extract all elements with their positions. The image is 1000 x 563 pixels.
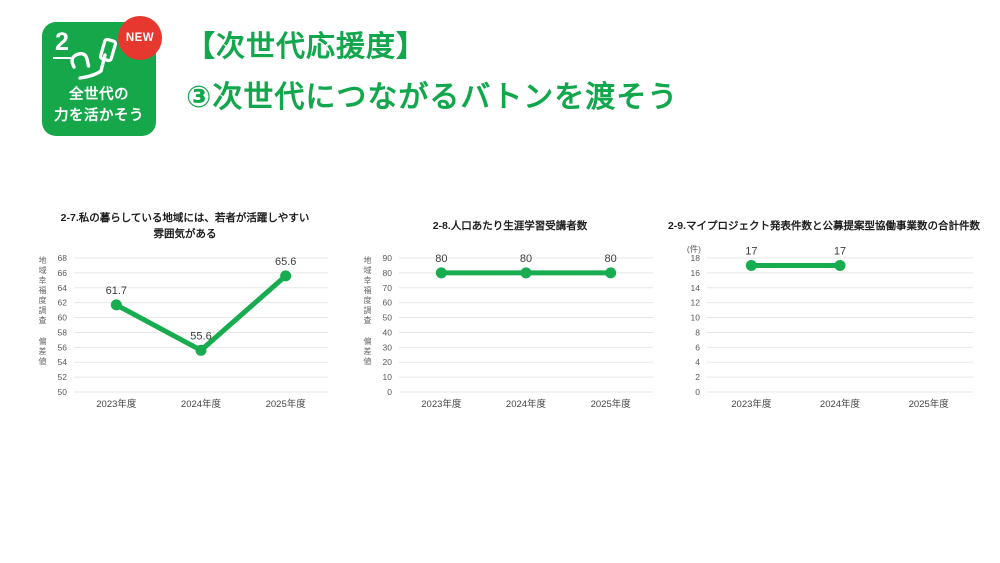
data-label: 80 <box>520 253 532 265</box>
svg-text:2025年度: 2025年度 <box>591 398 632 410</box>
data-label: 80 <box>605 253 617 265</box>
chart-lifelong-learning: 2-8.人口あたり生涯学習受講者数 地域幸福度調査 偏差値 0 10 20 30 40 5… <box>355 208 665 416</box>
data-labels: 17 17 <box>745 245 846 257</box>
x-tick-labels: 2023年度 2024年度 2025年度 <box>96 398 306 410</box>
chart-title: 2-9.マイプロジェクト発表件数と公募提案型協働事業数の合計件数 <box>663 208 985 244</box>
data-points <box>745 259 846 271</box>
data-point <box>834 259 846 271</box>
data-point <box>435 267 447 279</box>
svg-text:70: 70 <box>383 283 393 293</box>
badge-caption-line2: 力を活かそう <box>54 107 144 124</box>
data-label: 17 <box>834 245 846 257</box>
svg-text:16: 16 <box>691 268 701 278</box>
data-label: 65.6 <box>275 256 296 268</box>
badge-number: 2 <box>53 30 71 59</box>
x-tick-labels: 2023年度 2024年度 2025年度 <box>731 398 949 410</box>
svg-text:60: 60 <box>58 313 68 323</box>
chart-title-line: 雰囲気がある <box>153 228 217 240</box>
page-title: 【次世代応援度】 ③次世代につながるバトンを渡そう <box>186 33 678 113</box>
svg-text:2024年度: 2024年度 <box>181 398 222 410</box>
y-axis-label: 地域幸福度調査 偏差値 <box>363 256 372 367</box>
goal-badge: 2 全世代の 力を活かそう NEW <box>42 16 162 136</box>
badge-caption: 全世代の 力を活かそう <box>42 85 156 126</box>
data-points <box>110 270 292 356</box>
gridlines <box>74 257 328 393</box>
svg-text:10: 10 <box>691 313 701 323</box>
new-badge: NEW <box>118 16 162 60</box>
svg-text:12: 12 <box>691 298 701 308</box>
chart-title-line: 2-9.マイプロジェクト発表件数と公募提案型協働事業数の合計件数 <box>667 219 981 232</box>
svg-text:68: 68 <box>58 253 68 263</box>
svg-text:2025年度: 2025年度 <box>909 398 950 410</box>
y-tick-labels: 50 52 54 56 58 60 62 64 66 68 <box>58 253 68 397</box>
svg-text:58: 58 <box>58 327 68 337</box>
y-axis-label: 地域幸福度調査 偏差値 <box>38 256 47 367</box>
chart-my-project-count: 2-9.マイプロジェクト発表件数と公募提案型協働事業数の合計件数 0 2 4 6 8 10… <box>663 208 985 416</box>
svg-text:62: 62 <box>58 298 68 308</box>
chart-title-line: 2-8.人口あたり生涯学習受講者数 <box>432 219 588 232</box>
y-axis-unit-label: (件) <box>687 244 701 254</box>
data-labels: 61.7 55.6 65.6 <box>106 256 297 342</box>
chart-title-line: 2-7.私の暮らしている地域には、若者が活躍しやすい <box>60 211 310 224</box>
svg-text:14: 14 <box>691 283 701 293</box>
svg-text:30: 30 <box>383 342 393 352</box>
svg-text:8: 8 <box>695 327 700 337</box>
data-label: 55.6 <box>190 330 211 342</box>
chart-canvas: 50 52 54 56 58 60 62 64 66 68 2023年度 2024年度 2025年度 61… <box>58 253 328 410</box>
svg-text:50: 50 <box>383 313 393 323</box>
data-point <box>605 267 617 279</box>
data-points <box>435 267 617 279</box>
svg-text:64: 64 <box>58 283 68 293</box>
svg-text:20: 20 <box>383 357 393 367</box>
svg-text:2025年度: 2025年度 <box>266 398 307 410</box>
svg-text:0: 0 <box>695 387 700 397</box>
svg-text:50: 50 <box>58 387 68 397</box>
svg-text:56: 56 <box>58 342 68 352</box>
svg-text:2023年度: 2023年度 <box>731 398 772 410</box>
x-tick-labels: 2023年度 2024年度 2025年度 <box>421 398 631 410</box>
svg-text:4: 4 <box>695 357 700 367</box>
svg-text:2024年度: 2024年度 <box>506 398 547 410</box>
badge-caption-line1: 全世代の <box>69 87 129 104</box>
gridlines <box>399 257 653 393</box>
data-label: 17 <box>745 245 757 257</box>
y-tick-labels: 0 2 4 6 8 10 12 14 16 18 <box>691 253 701 397</box>
svg-text:2024年度: 2024年度 <box>820 398 861 410</box>
svg-text:40: 40 <box>383 327 393 337</box>
chart-title: 2-8.人口あたり生涯学習受講者数 <box>355 208 665 244</box>
data-point <box>745 259 757 271</box>
chart-youth-activity: 2-7.私の暮らしている地域には、若者が活躍しやすい 雰囲気がある 地域幸福度調査… <box>30 208 340 416</box>
svg-text:2023年度: 2023年度 <box>96 398 137 410</box>
page-title-line1: 【次世代応援度】 <box>186 31 427 63</box>
data-point <box>195 344 207 356</box>
svg-text:6: 6 <box>695 342 700 352</box>
svg-text:60: 60 <box>383 298 393 308</box>
data-point <box>110 299 122 311</box>
svg-text:18: 18 <box>691 253 701 263</box>
charts-row: 2-7.私の暮らしている地域には、若者が活躍しやすい 雰囲気がある 地域幸福度調査… <box>0 208 1000 428</box>
svg-text:2: 2 <box>695 372 700 382</box>
svg-text:0: 0 <box>387 387 392 397</box>
svg-text:52: 52 <box>58 372 68 382</box>
svg-text:66: 66 <box>58 268 68 278</box>
y-tick-labels: 0 10 20 30 40 50 60 70 80 90 <box>383 253 393 397</box>
data-point <box>520 267 532 279</box>
svg-text:80: 80 <box>383 268 393 278</box>
svg-text:90: 90 <box>383 253 393 263</box>
data-label: 80 <box>435 253 447 265</box>
chart-title: 2-7.私の暮らしている地域には、若者が活躍しやすい 雰囲気がある <box>30 208 340 244</box>
gridlines <box>707 257 973 393</box>
svg-text:2023年度: 2023年度 <box>421 398 462 410</box>
svg-text:54: 54 <box>58 357 68 367</box>
data-label: 61.7 <box>106 285 127 297</box>
page-title-line2: ③次世代につながるバトンを渡そう <box>186 81 679 114</box>
data-labels: 80 80 80 <box>435 253 617 265</box>
svg-text:10: 10 <box>383 372 393 382</box>
data-point <box>280 270 292 282</box>
